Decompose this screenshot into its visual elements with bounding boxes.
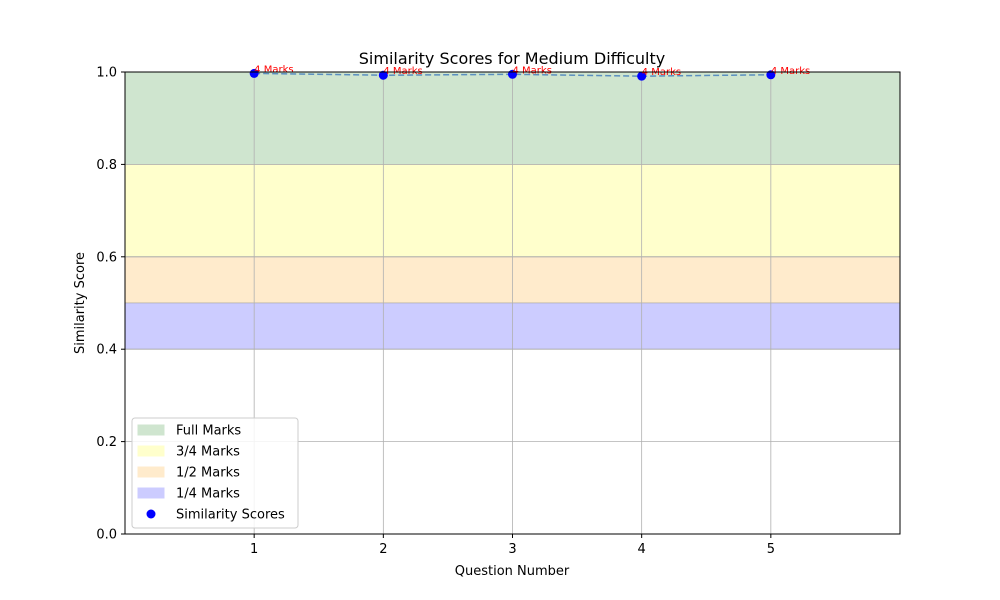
series-line xyxy=(254,72,771,77)
data-point-5 xyxy=(766,70,776,80)
legend: Full Marks 3/4 Marks 1/2 Marks 1/4 Marks Sim… xyxy=(131,417,299,529)
y-tick-label-2: 0.4 xyxy=(96,343,117,358)
x-tick-label-3: 3 xyxy=(508,542,516,557)
x-tick-label-4: 4 xyxy=(638,542,646,557)
y-axis-ticks: 0.0 0.2 0.4 0.6 0.8 1.0 xyxy=(96,66,125,543)
x-tick-label-5: 5 xyxy=(767,542,775,557)
legend-label-3: 1/4 Marks xyxy=(176,487,240,502)
legend-label-0: Full Marks xyxy=(176,424,241,439)
legend-swatch-2 xyxy=(137,466,165,478)
legend-label-2: 1/2 Marks xyxy=(176,466,240,481)
y-tick-label-4: 0.8 xyxy=(96,158,117,173)
data-label-5: 4 Marks xyxy=(771,66,810,77)
x-axis-ticks: 1 2 3 4 5 xyxy=(250,534,775,557)
series-dashed-line xyxy=(254,72,771,77)
data-point-4 xyxy=(637,71,647,81)
data-point-2 xyxy=(378,70,388,80)
x-tick-label-2: 2 xyxy=(379,542,387,557)
data-label-3: 4 Marks xyxy=(513,65,552,76)
x-tick-label-1: 1 xyxy=(250,542,258,557)
x-axis-label: Question Number xyxy=(455,564,570,579)
legend-box xyxy=(131,417,299,529)
y-tick-label-1: 0.2 xyxy=(96,435,117,450)
y-tick-label-3: 0.6 xyxy=(96,250,117,265)
legend-swatch-1 xyxy=(137,445,165,457)
data-label-4: 4 Marks xyxy=(642,67,681,78)
legend-swatch-3 xyxy=(137,487,165,499)
data-label-1: 4 Marks xyxy=(254,64,293,75)
legend-marker-4 xyxy=(146,509,156,519)
data-points xyxy=(249,68,776,81)
legend-swatch-0 xyxy=(137,424,165,436)
legend-label-4: Similarity Scores xyxy=(176,508,285,523)
y-tick-label-5: 1.0 xyxy=(96,66,117,81)
y-axis-label: Similarity Score xyxy=(73,252,88,354)
data-point-1 xyxy=(249,68,259,78)
legend-label-1: 3/4 Marks xyxy=(176,445,240,460)
chart-title: Similarity Scores for Medium Difficulty xyxy=(359,49,665,68)
y-tick-label-0: 0.0 xyxy=(96,528,117,543)
